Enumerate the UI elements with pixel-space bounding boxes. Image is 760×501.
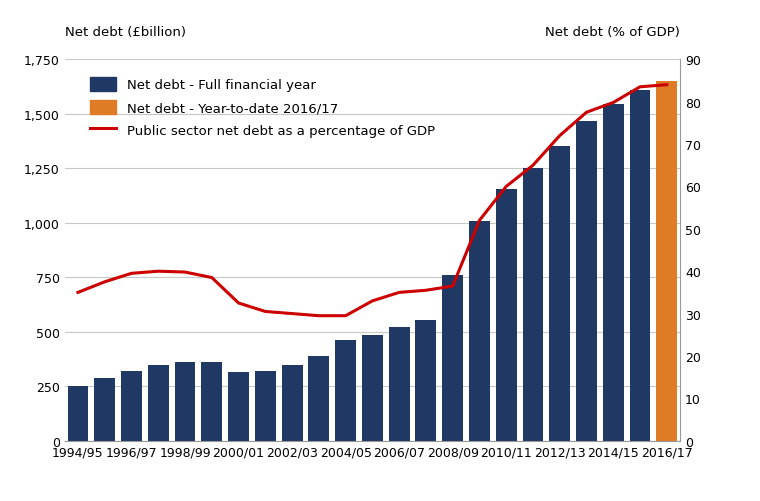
Bar xyxy=(228,372,249,441)
Bar xyxy=(148,365,169,441)
Bar xyxy=(282,365,302,441)
Bar xyxy=(335,340,356,441)
Text: Net debt (£billion): Net debt (£billion) xyxy=(65,26,185,39)
Bar xyxy=(68,386,88,441)
Bar xyxy=(416,321,436,441)
Bar xyxy=(388,327,410,441)
Bar xyxy=(309,356,329,441)
Bar xyxy=(523,169,543,441)
Bar xyxy=(549,147,570,441)
Bar xyxy=(603,105,624,441)
Bar xyxy=(657,82,677,441)
Bar xyxy=(201,363,222,441)
Bar xyxy=(442,275,463,441)
Bar xyxy=(94,378,116,441)
Bar xyxy=(362,336,383,441)
Bar xyxy=(496,189,517,441)
Bar xyxy=(576,122,597,441)
Bar xyxy=(469,221,490,441)
Bar xyxy=(629,91,651,441)
Legend: Net debt - Full financial year, Net debt - Year-to-date 2016/17, Public sector n: Net debt - Full financial year, Net debt… xyxy=(90,78,435,138)
Text: Net debt (% of GDP): Net debt (% of GDP) xyxy=(546,26,680,39)
Bar xyxy=(175,362,195,441)
Bar xyxy=(121,371,142,441)
Bar xyxy=(255,372,276,441)
